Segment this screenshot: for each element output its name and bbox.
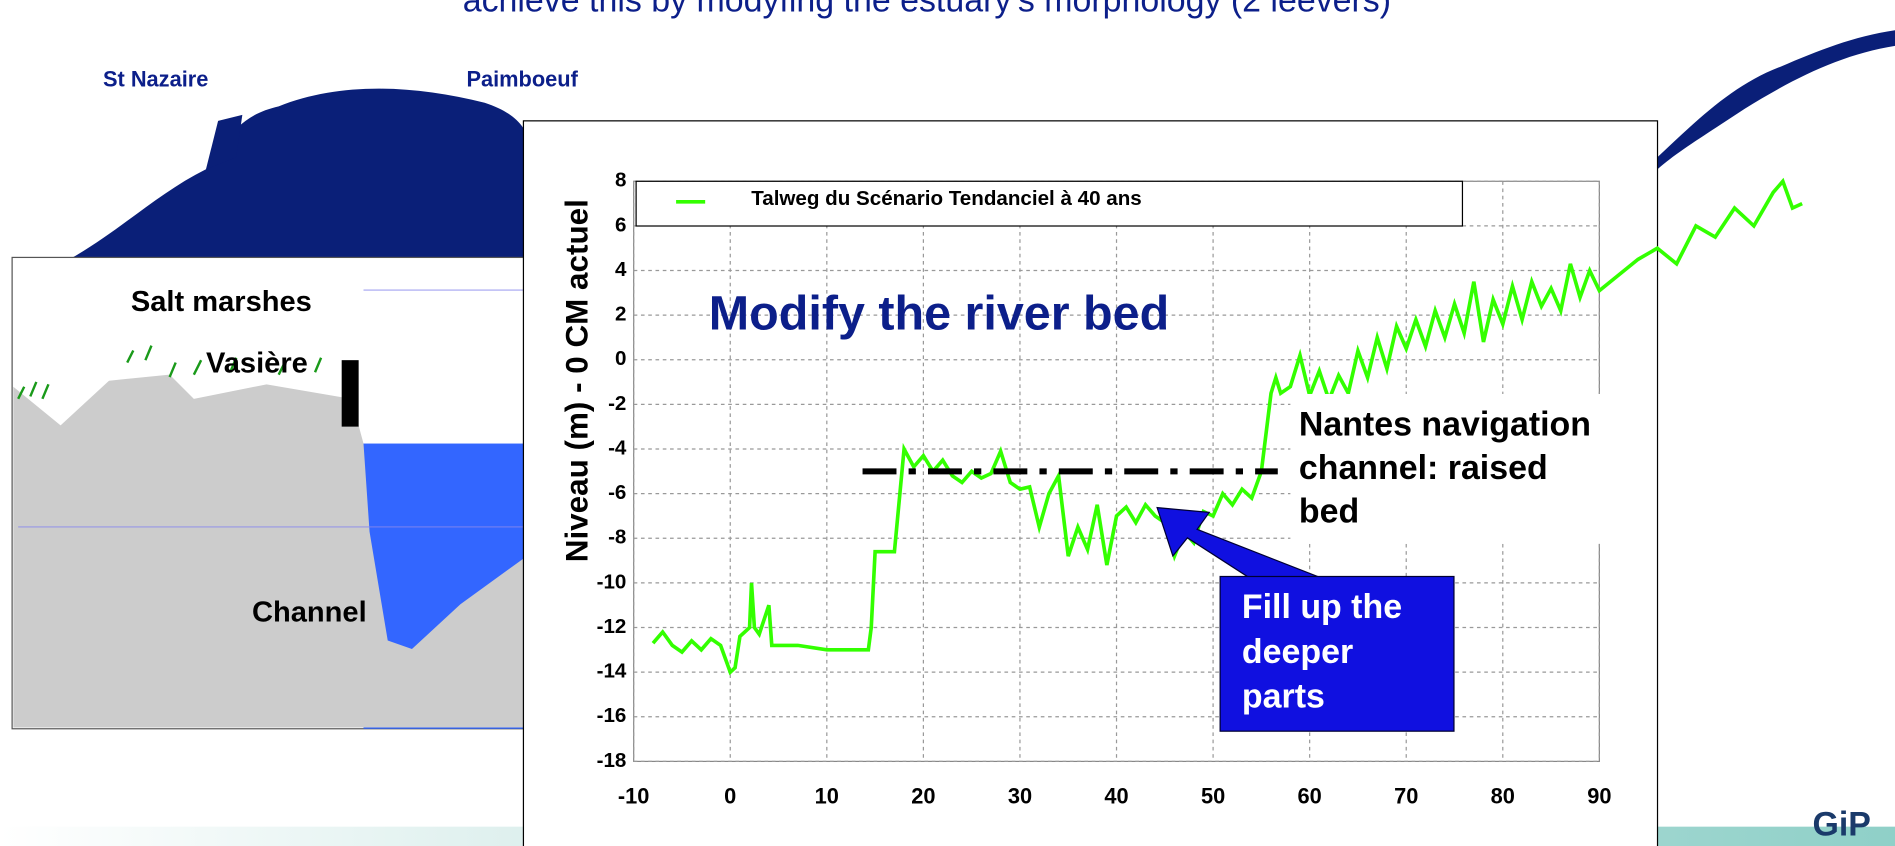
x-tick-label: 50 [1201, 783, 1225, 808]
annotation-text: Fill up the [1242, 588, 1402, 626]
annotation-text: deeper [1242, 633, 1353, 671]
chart-title: Modify the river bed [709, 286, 1169, 340]
section-label: Vasière [206, 348, 308, 380]
y-tick-label: -6 [608, 481, 626, 504]
x-tick-label: -10 [618, 783, 650, 808]
annotation-text: parts [1242, 678, 1325, 716]
slide-title: achieve this by modyfing the estuary's m… [463, 0, 1391, 19]
annotation-text: Nantes navigation [1299, 406, 1591, 444]
estuary-map [72, 30, 1895, 258]
x-tick-label: 40 [1104, 783, 1128, 808]
x-tick-label: 70 [1394, 783, 1418, 808]
legend-label: Talweg du Scénario Tendanciel à 40 ans [751, 187, 1142, 210]
y-axis-label: Niveau (m) - 0 CM actuel [559, 199, 594, 562]
y-tick-label: 2 [615, 303, 626, 326]
section-label: Salt marshes [131, 286, 312, 318]
chart: -10 0 10 20 30 40 50 60 70 80 90-18-16-14-12-10-8-… [559, 169, 1803, 808]
y-tick-label: -4 [608, 436, 627, 459]
x-tick-label: 90 [1587, 783, 1611, 808]
annotation-text: bed [1299, 493, 1359, 531]
x-tick-label: 0 [724, 783, 736, 808]
y-tick-label: -10 [597, 570, 627, 593]
y-tick-label: -14 [597, 660, 627, 683]
y-tick-label: -12 [597, 615, 627, 638]
x-tick-label: 80 [1491, 783, 1515, 808]
y-tick-label: -8 [608, 526, 626, 549]
x-tick-label: 60 [1298, 783, 1322, 808]
y-tick-label: 8 [615, 169, 626, 192]
annotation-box [1290, 393, 1633, 544]
logo: GiP [1812, 806, 1870, 844]
y-tick-label: 0 [615, 347, 626, 370]
y-tick-label: -18 [597, 749, 627, 772]
legend-box [635, 180, 1464, 227]
place-label: Paimboeuf [466, 67, 578, 92]
x-tick-label: 10 [815, 783, 839, 808]
cross-section: Salt marshes Vasière Channel [11, 256, 528, 730]
section-label: Channel [252, 597, 367, 629]
y-tick-label: 4 [615, 258, 627, 281]
place-label: St Nazaire [103, 67, 208, 92]
y-tick-label: 6 [615, 213, 626, 236]
y-tick-label: -16 [597, 704, 627, 727]
y-tick-label: -2 [608, 392, 626, 415]
annotation-text: channel: raised [1299, 449, 1548, 487]
annotation-box [1219, 575, 1455, 732]
x-tick-label: 20 [911, 783, 935, 808]
x-tick-label: 30 [1008, 783, 1032, 808]
